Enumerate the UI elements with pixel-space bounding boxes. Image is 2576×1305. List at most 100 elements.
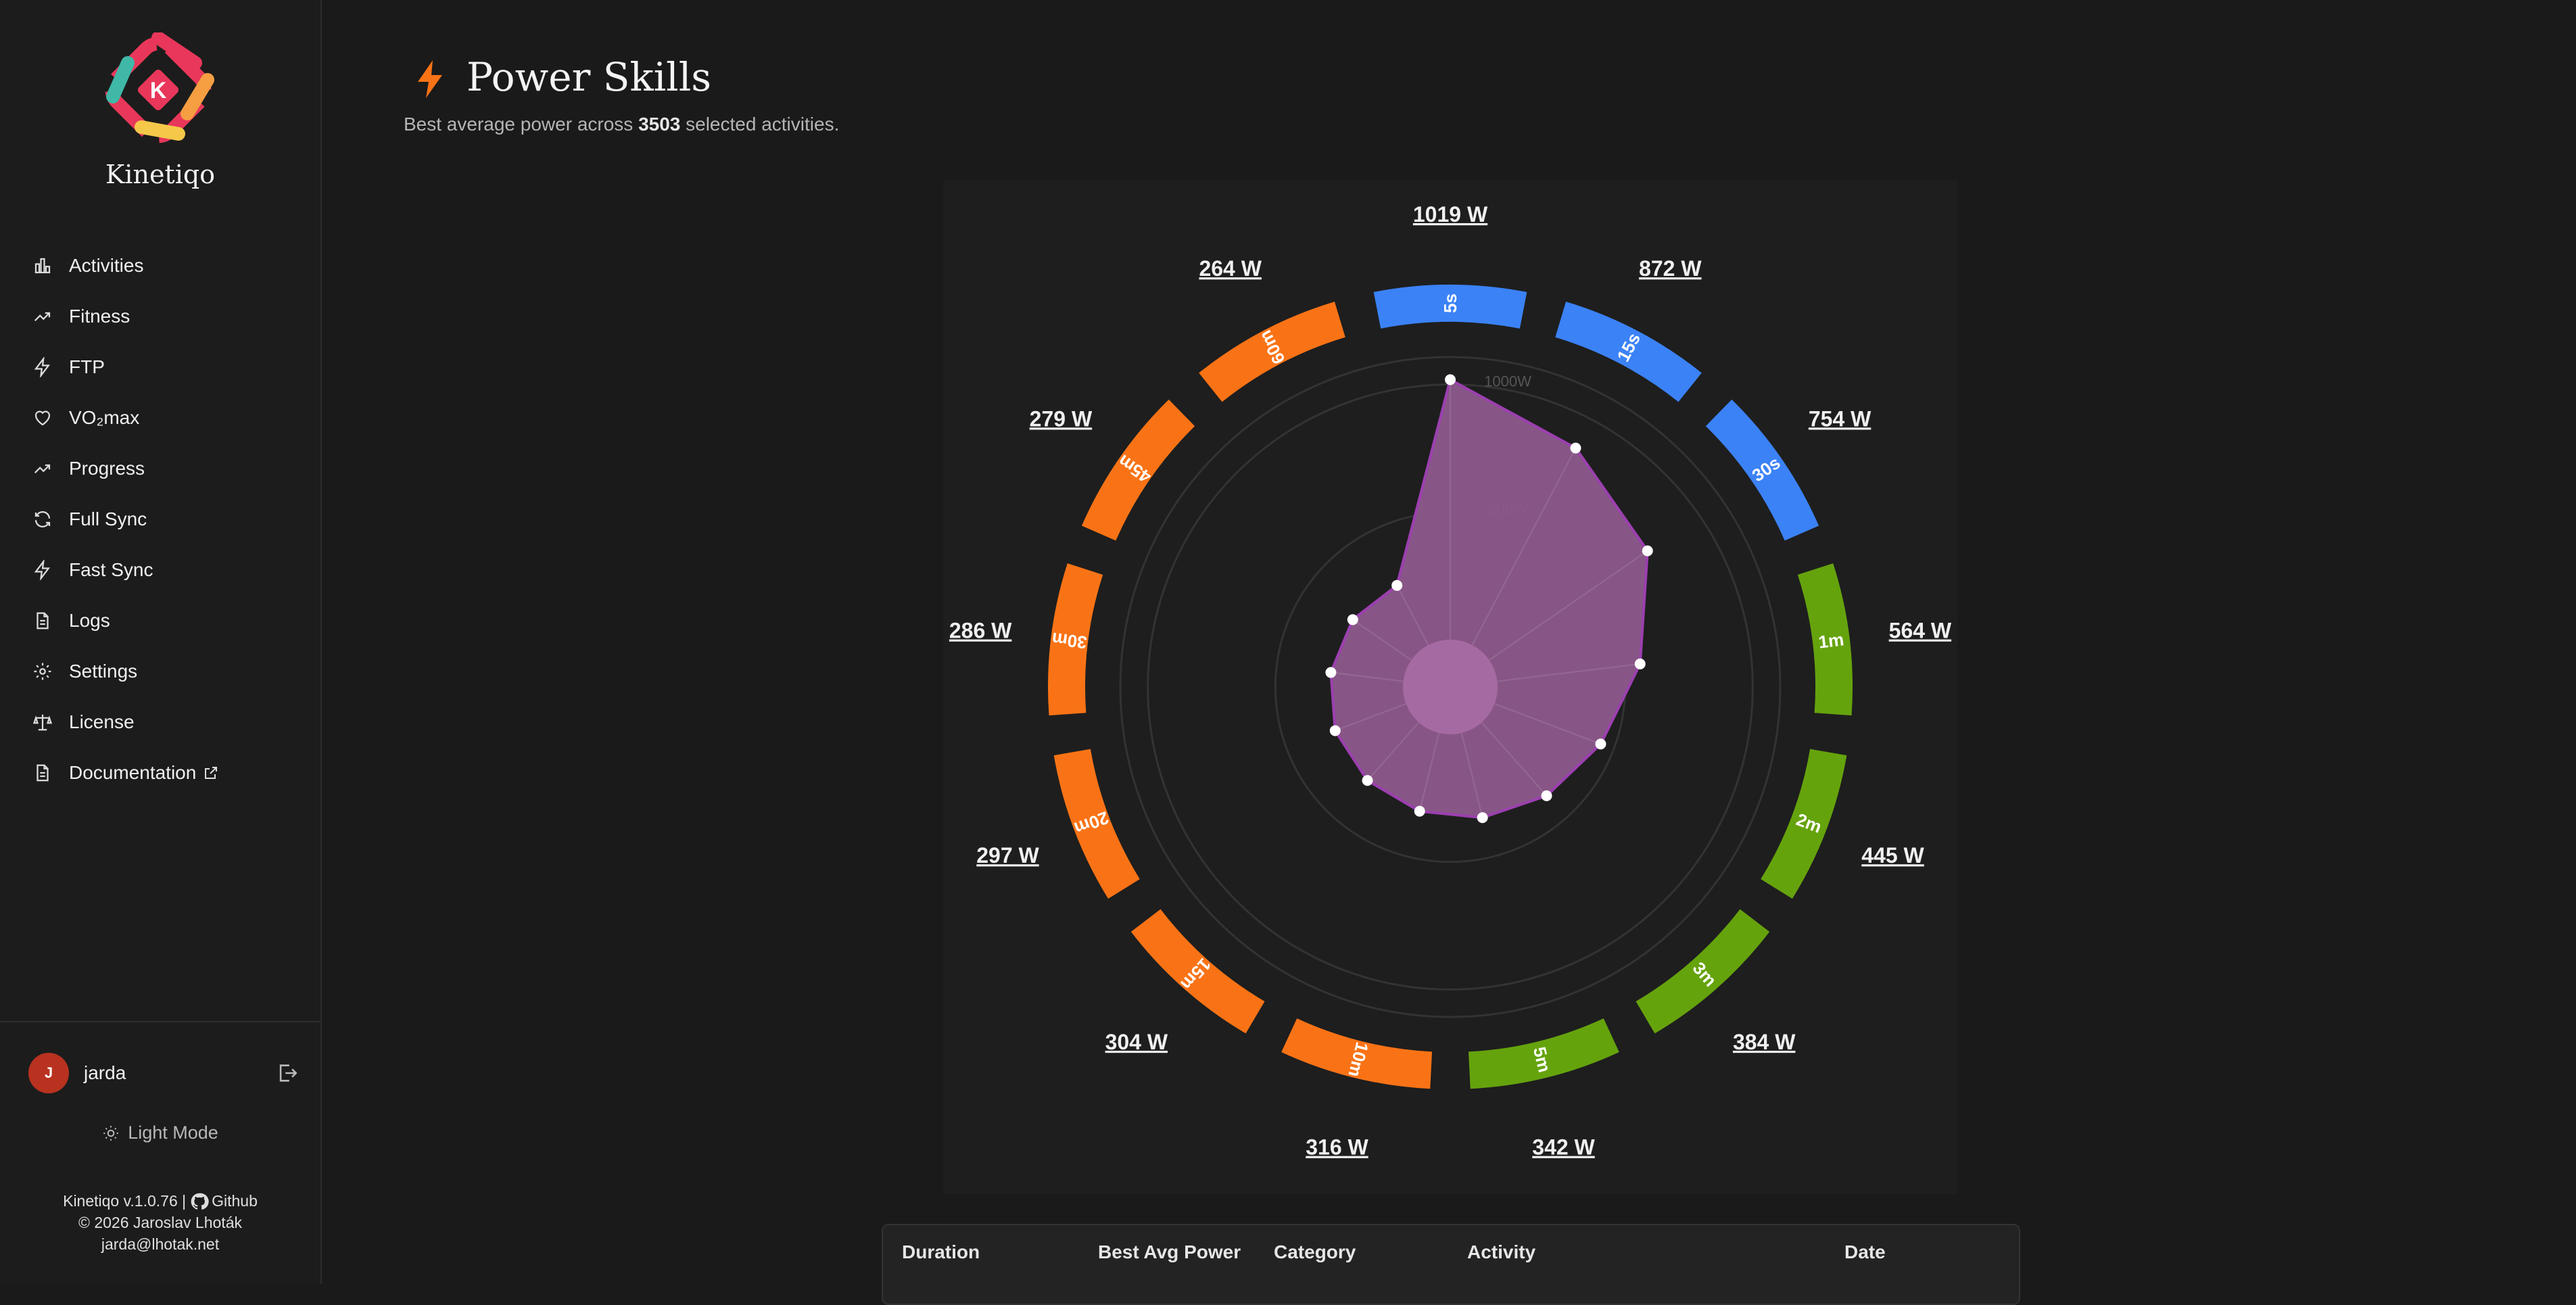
radar-point — [1362, 775, 1373, 786]
radar-point — [1347, 614, 1358, 625]
page-title: Power Skills — [467, 54, 712, 100]
value-label: 445 W — [1861, 843, 1924, 868]
username: jarda — [84, 1062, 126, 1083]
ring-segment-15m — [1130, 909, 1265, 1034]
external-link-icon — [205, 766, 218, 779]
heart-icon — [32, 408, 53, 428]
value-label: 564 W — [1889, 619, 1952, 643]
theme-toggle[interactable]: Light Mode — [0, 1122, 320, 1143]
radar-point — [1541, 790, 1552, 801]
sidebar-item-vo2max[interactable]: VO₂max — [0, 392, 320, 443]
radar-point — [1634, 658, 1646, 669]
theme-toggle-label: Light Mode — [128, 1122, 218, 1143]
value-label: 279 W — [1030, 406, 1093, 431]
sidebar-item-fitness[interactable]: Fitness — [0, 291, 320, 341]
sidebar-item-label: Settings — [69, 660, 138, 682]
ring-segment-2m — [1761, 749, 1847, 899]
sidebar-item-settings[interactable]: Settings — [0, 646, 320, 696]
power-table: Duration Best Avg Power Category Activit… — [882, 1224, 2020, 1305]
sidebar-item-label: Documentation — [69, 761, 197, 783]
gear-icon — [32, 661, 53, 682]
sidebar-item-activities[interactable]: Activities — [0, 240, 320, 291]
user-row: J jarda — [28, 1053, 299, 1093]
ring-segment-15s — [1555, 302, 1702, 402]
ring-segment-5s — [1373, 285, 1527, 329]
radar-spoke — [1335, 703, 1406, 732]
sidebar-item-label: Progress — [69, 457, 145, 479]
value-label: 754 W — [1809, 406, 1871, 431]
sidebar-item-license[interactable]: License — [0, 696, 320, 747]
radar-spoke — [1489, 550, 1648, 661]
copyright-text: © 2026 Jaroslav Lhoták — [78, 1214, 242, 1231]
radar-spoke — [1497, 663, 1640, 682]
sidebar-item-label: Activities — [69, 254, 144, 276]
column-header-activity[interactable]: Activity — [1467, 1241, 1536, 1262]
radar-center — [1403, 640, 1498, 734]
scale-icon — [32, 712, 53, 732]
column-header-date[interactable]: Date — [1844, 1241, 1886, 1262]
value-label: 264 W — [1199, 256, 1262, 281]
page-subtitle: Best average power across 3503 selected … — [404, 114, 839, 135]
sidebar-divider — [0, 1021, 320, 1022]
sidebar-item-fast-sync[interactable]: Fast Sync — [0, 544, 320, 595]
radar-point — [1570, 442, 1581, 454]
sidebar-item-label: FTP — [69, 356, 105, 377]
avatar[interactable]: J — [28, 1053, 69, 1093]
grid-label: 1000W — [1484, 373, 1531, 390]
column-header-category[interactable]: Category — [1274, 1241, 1356, 1262]
ring-segment-20m — [1053, 749, 1140, 899]
value-label: 304 W — [1105, 1030, 1168, 1054]
app-name: Kinetiqo — [105, 160, 216, 189]
radar-spoke — [1352, 619, 1412, 661]
ring-segment-3m — [1636, 909, 1770, 1034]
bolt-icon — [418, 60, 442, 98]
logout-icon[interactable] — [276, 1062, 299, 1085]
duration-label: 5s — [1440, 293, 1460, 313]
radar-spoke — [1471, 448, 1577, 646]
radar-point — [1445, 374, 1456, 385]
radar-point — [1477, 812, 1488, 824]
sidebar-item-logs[interactable]: Logs — [0, 595, 320, 646]
column-header-duration[interactable]: Duration — [902, 1241, 980, 1262]
grid-circle-outer — [1119, 356, 1782, 1018]
sidebar-item-label: Fitness — [69, 305, 130, 327]
sidebar-nav: Activities Fitness FTP VO₂max Progress F… — [0, 240, 320, 798]
value-label: 384 W — [1733, 1030, 1796, 1054]
ring-segment-30s — [1705, 399, 1819, 541]
sidebar-item-label: Full Sync — [69, 508, 147, 529]
radar-spoke — [1331, 671, 1404, 682]
value-label: 1019 W — [1413, 202, 1488, 227]
radar-point — [1642, 545, 1653, 556]
activity-count: 3503 — [638, 114, 681, 135]
github-link[interactable]: Github — [212, 1192, 258, 1210]
sidebar-item-full-sync[interactable]: Full Sync — [0, 494, 320, 544]
duration-label: 1m — [1817, 629, 1845, 652]
file-icon — [32, 763, 53, 783]
sidebar-item-label: Fast Sync — [69, 559, 153, 580]
sidebar-item-ftp[interactable]: FTP — [0, 341, 320, 392]
radar-spoke — [1366, 721, 1420, 781]
email-link[interactable]: jarda@lhotak.net — [101, 1235, 220, 1253]
sidebar-item-documentation[interactable]: Documentation — [0, 747, 320, 798]
value-label: 286 W — [949, 619, 1012, 643]
radar-point — [1595, 738, 1606, 750]
radar-spoke — [1460, 732, 1483, 818]
github-icon — [191, 1193, 209, 1210]
ring-segment-45m — [1081, 399, 1195, 541]
file-icon — [32, 611, 53, 631]
trend-up-icon — [32, 458, 53, 479]
version-text: Kinetiqo v.1.0.76 | — [63, 1192, 187, 1210]
ring-segment-10m — [1281, 1018, 1433, 1089]
value-label: 342 W — [1532, 1135, 1595, 1160]
column-header-best-avg-power[interactable]: Best Avg Power — [1098, 1241, 1241, 1262]
svg-text:K: K — [150, 78, 167, 103]
sidebar-item-progress[interactable]: Progress — [0, 443, 320, 494]
duration-label: 30m — [1051, 629, 1088, 653]
radar-point — [1329, 725, 1341, 736]
sidebar-item-label: Logs — [69, 609, 110, 631]
radar-spoke — [1494, 703, 1601, 745]
radar-point — [1391, 579, 1403, 591]
subtitle-suffix: selected activities. — [686, 114, 840, 135]
sidebar-item-label: VO₂max — [69, 406, 140, 428]
